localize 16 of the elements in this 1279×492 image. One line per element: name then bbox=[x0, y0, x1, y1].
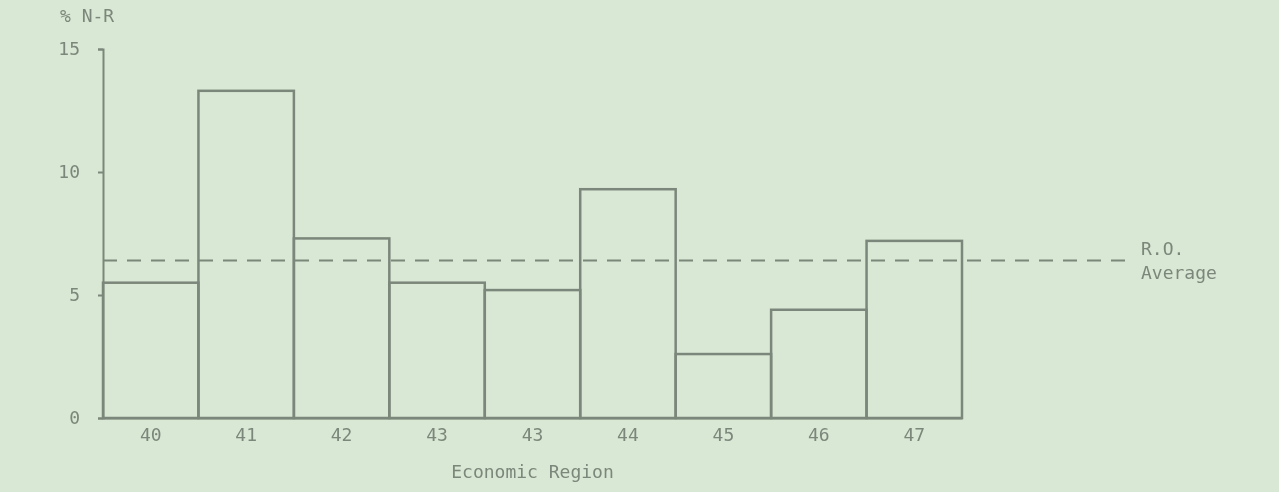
x-tick-label: 47 bbox=[903, 423, 926, 445]
y-tick-label: 10 bbox=[58, 161, 80, 183]
y-axis-title: % N-R bbox=[60, 5, 115, 26]
x-tick-label: 43 bbox=[426, 423, 448, 445]
x-tick-label: 43 bbox=[521, 423, 544, 445]
x-tick-label: 40 bbox=[139, 423, 162, 445]
y-tick-label: 0 bbox=[69, 407, 80, 429]
x-axis-title: Economic Region bbox=[451, 461, 614, 482]
ref-line-label: R.O. Average bbox=[1141, 237, 1217, 283]
y-tick-label: 5 bbox=[69, 284, 80, 306]
x-tick-label: 41 bbox=[235, 423, 258, 445]
x-tick-label: 42 bbox=[330, 423, 353, 445]
y-tick-label: 15 bbox=[58, 38, 80, 60]
x-tick-label: 46 bbox=[807, 423, 830, 445]
x-tick-label: 44 bbox=[617, 423, 639, 445]
x-tick-label: 45 bbox=[712, 423, 735, 445]
